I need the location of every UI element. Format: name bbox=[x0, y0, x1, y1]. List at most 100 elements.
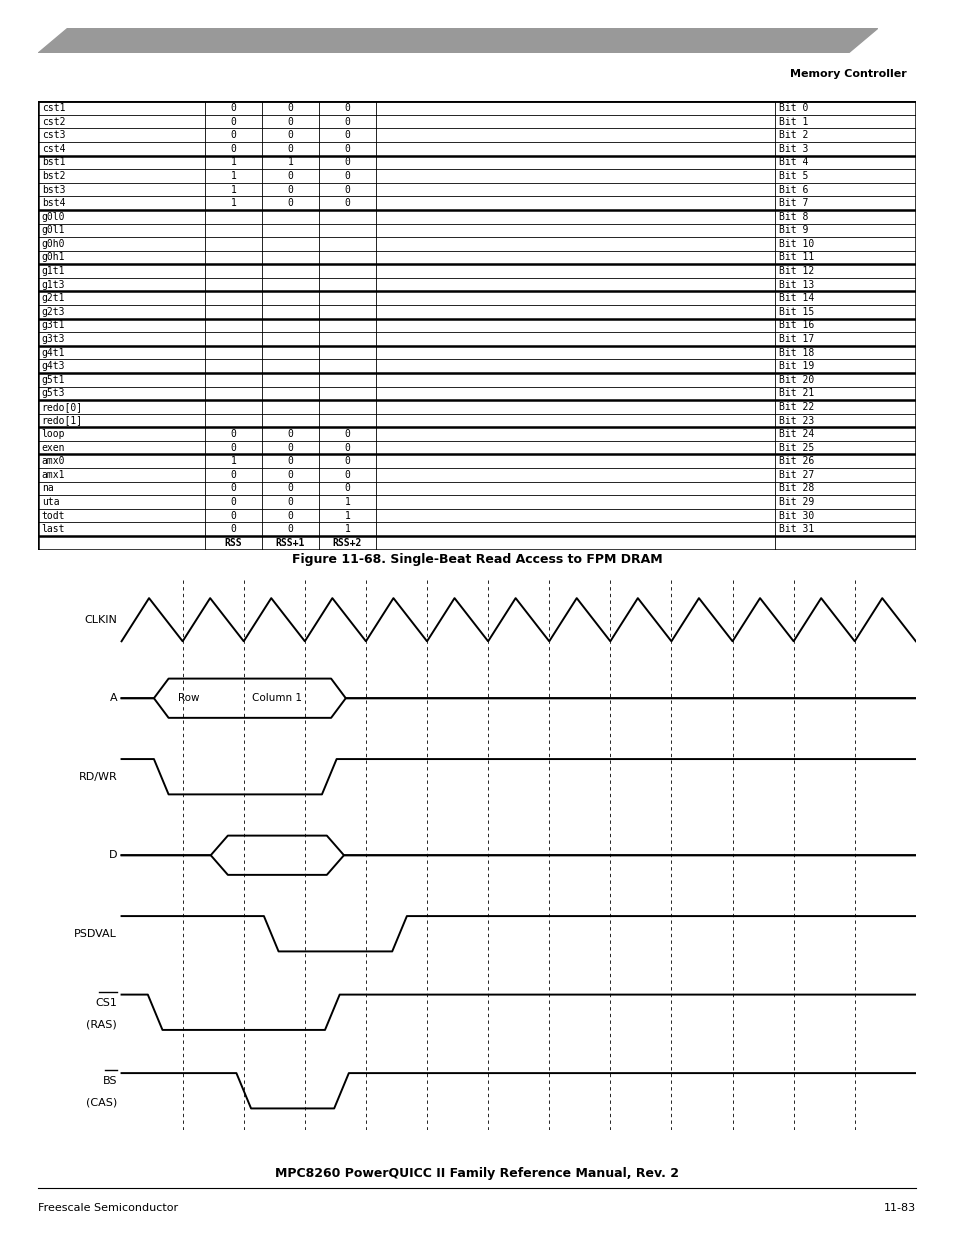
Text: Bit 0: Bit 0 bbox=[778, 103, 807, 114]
Text: 0: 0 bbox=[287, 524, 294, 535]
Text: Bit 31: Bit 31 bbox=[778, 524, 813, 535]
Text: na: na bbox=[42, 483, 53, 494]
Text: Bit 13: Bit 13 bbox=[778, 279, 813, 290]
Text: 1: 1 bbox=[231, 170, 236, 182]
Text: 1: 1 bbox=[287, 157, 294, 168]
Text: Bit 14: Bit 14 bbox=[778, 293, 813, 304]
Text: Bit 28: Bit 28 bbox=[778, 483, 813, 494]
Text: cst3: cst3 bbox=[42, 130, 65, 141]
Text: Bit 2: Bit 2 bbox=[778, 130, 807, 141]
Text: Bit 4: Bit 4 bbox=[778, 157, 807, 168]
Text: 0: 0 bbox=[344, 116, 350, 127]
Text: 1: 1 bbox=[231, 198, 236, 209]
Text: CS1: CS1 bbox=[95, 998, 117, 1008]
Text: cst1: cst1 bbox=[42, 103, 65, 114]
Text: cst4: cst4 bbox=[42, 143, 65, 154]
Text: amx0: amx0 bbox=[42, 456, 65, 467]
Text: Bit 16: Bit 16 bbox=[778, 320, 813, 331]
Text: 0: 0 bbox=[344, 170, 350, 182]
Text: 11-83: 11-83 bbox=[882, 1203, 915, 1213]
Text: (CAS): (CAS) bbox=[86, 1098, 117, 1108]
Text: 0: 0 bbox=[231, 483, 236, 494]
Text: g0h0: g0h0 bbox=[42, 238, 65, 249]
Text: Bit 1: Bit 1 bbox=[778, 116, 807, 127]
Text: 1: 1 bbox=[231, 456, 236, 467]
Text: 0: 0 bbox=[287, 130, 294, 141]
Text: 0: 0 bbox=[344, 184, 350, 195]
Text: 0: 0 bbox=[231, 130, 236, 141]
Text: 0: 0 bbox=[287, 510, 294, 521]
Text: 0: 0 bbox=[287, 116, 294, 127]
Text: 0: 0 bbox=[231, 116, 236, 127]
Text: bst3: bst3 bbox=[42, 184, 65, 195]
Text: amx1: amx1 bbox=[42, 469, 65, 480]
Text: g0l1: g0l1 bbox=[42, 225, 65, 236]
Text: Bit 24: Bit 24 bbox=[778, 429, 813, 440]
Text: g1t1: g1t1 bbox=[42, 266, 65, 277]
Text: Memory Controller: Memory Controller bbox=[789, 69, 905, 79]
Text: (RAS): (RAS) bbox=[87, 1019, 117, 1029]
Text: 0: 0 bbox=[344, 469, 350, 480]
Text: Bit 18: Bit 18 bbox=[778, 347, 813, 358]
Text: 0: 0 bbox=[231, 429, 236, 440]
Text: g0h1: g0h1 bbox=[42, 252, 65, 263]
Text: 0: 0 bbox=[344, 130, 350, 141]
Text: BS: BS bbox=[103, 1077, 117, 1087]
Text: Bit 11: Bit 11 bbox=[778, 252, 813, 263]
Text: Bit 20: Bit 20 bbox=[778, 374, 813, 385]
Text: Bit 9: Bit 9 bbox=[778, 225, 807, 236]
Text: Bit 29: Bit 29 bbox=[778, 496, 813, 508]
Text: 0: 0 bbox=[287, 483, 294, 494]
Text: CLKIN: CLKIN bbox=[84, 615, 117, 625]
Text: 0: 0 bbox=[231, 103, 236, 114]
Text: 0: 0 bbox=[287, 198, 294, 209]
Text: redo[1]: redo[1] bbox=[42, 415, 83, 426]
Text: bst4: bst4 bbox=[42, 198, 65, 209]
Text: 0: 0 bbox=[231, 143, 236, 154]
Text: MPC8260 PowerQUICC II Family Reference Manual, Rev. 2: MPC8260 PowerQUICC II Family Reference M… bbox=[274, 1167, 679, 1179]
Text: RSS+2: RSS+2 bbox=[333, 537, 362, 548]
Text: 0: 0 bbox=[287, 442, 294, 453]
Text: 0: 0 bbox=[344, 442, 350, 453]
Text: 0: 0 bbox=[287, 456, 294, 467]
Text: PSDVAL: PSDVAL bbox=[74, 929, 117, 939]
Text: 0: 0 bbox=[344, 429, 350, 440]
Text: 1: 1 bbox=[231, 157, 236, 168]
Text: loop: loop bbox=[42, 429, 65, 440]
Text: g2t1: g2t1 bbox=[42, 293, 65, 304]
Text: Bit 23: Bit 23 bbox=[778, 415, 813, 426]
Text: g0l0: g0l0 bbox=[42, 211, 65, 222]
Text: Figure 11-68. Single-Beat Read Access to FPM DRAM: Figure 11-68. Single-Beat Read Access to… bbox=[292, 553, 661, 566]
Text: g4t3: g4t3 bbox=[42, 361, 65, 372]
Text: 0: 0 bbox=[344, 483, 350, 494]
Text: g5t3: g5t3 bbox=[42, 388, 65, 399]
Text: 0: 0 bbox=[344, 103, 350, 114]
Text: Bit 22: Bit 22 bbox=[778, 401, 813, 412]
Text: Bit 27: Bit 27 bbox=[778, 469, 813, 480]
Text: 0: 0 bbox=[231, 442, 236, 453]
Text: 0: 0 bbox=[231, 469, 236, 480]
Text: todt: todt bbox=[42, 510, 65, 521]
Text: g3t3: g3t3 bbox=[42, 333, 65, 345]
Text: 0: 0 bbox=[231, 524, 236, 535]
Text: cst2: cst2 bbox=[42, 116, 65, 127]
Text: RSS+1: RSS+1 bbox=[275, 537, 305, 548]
Text: 0: 0 bbox=[287, 496, 294, 508]
Text: 0: 0 bbox=[344, 143, 350, 154]
Text: Bit 8: Bit 8 bbox=[778, 211, 807, 222]
Text: last: last bbox=[42, 524, 65, 535]
Text: Bit 26: Bit 26 bbox=[778, 456, 813, 467]
Text: redo[0]: redo[0] bbox=[42, 401, 83, 412]
Text: Column 1: Column 1 bbox=[253, 693, 302, 703]
Text: Bit 6: Bit 6 bbox=[778, 184, 807, 195]
Text: g5t1: g5t1 bbox=[42, 374, 65, 385]
Text: 1: 1 bbox=[344, 496, 350, 508]
Text: 0: 0 bbox=[287, 103, 294, 114]
Text: 1: 1 bbox=[344, 524, 350, 535]
Text: uta: uta bbox=[42, 496, 59, 508]
Text: Bit 12: Bit 12 bbox=[778, 266, 813, 277]
Text: 0: 0 bbox=[287, 469, 294, 480]
Text: bst2: bst2 bbox=[42, 170, 65, 182]
Text: Freescale Semiconductor: Freescale Semiconductor bbox=[38, 1203, 178, 1213]
Text: 0: 0 bbox=[287, 170, 294, 182]
